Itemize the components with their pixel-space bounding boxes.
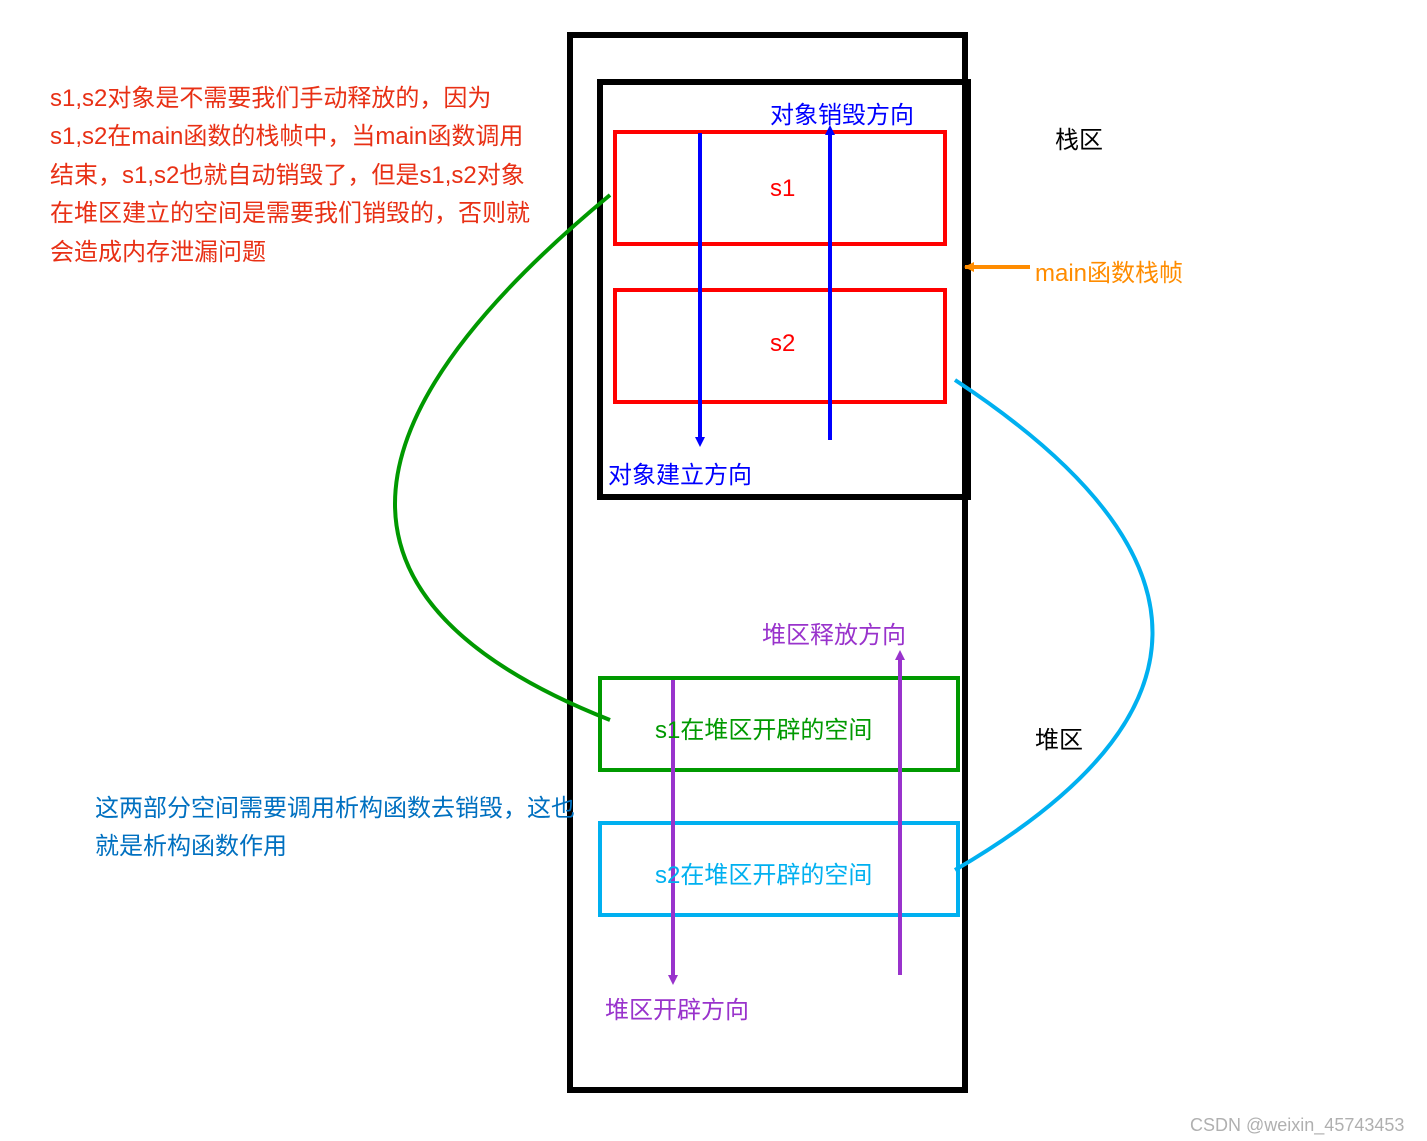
label-heap-alloc: 堆区开辟方向	[605, 990, 749, 1025]
label-heap1: s1在堆区开辟的空间	[655, 710, 872, 745]
watermark: CSDN @weixin_45743453	[1190, 1115, 1404, 1136]
explanation-red: s1,s2对象是不需要我们手动释放的，因为 s1,s2在main函数的栈帧中，当…	[50, 80, 550, 272]
label-stack-area: 栈区	[1055, 120, 1103, 155]
label-heap2: s2在堆区开辟的空间	[655, 855, 872, 890]
label-destroy-direction: 对象销毁方向	[770, 95, 914, 130]
label-heap-release: 堆区释放方向	[762, 615, 906, 650]
label-s2: s2	[770, 330, 795, 358]
label-create-direction: 对象建立方向	[608, 455, 752, 490]
label-heap-area: 堆区	[1035, 720, 1083, 755]
explanation-blue: 这两部分空间需要调用析构函数去销毁，这也 就是析构函数作用	[95, 790, 595, 867]
label-s1: s1	[770, 175, 795, 203]
label-main-frame: main函数栈帧	[1035, 253, 1183, 288]
